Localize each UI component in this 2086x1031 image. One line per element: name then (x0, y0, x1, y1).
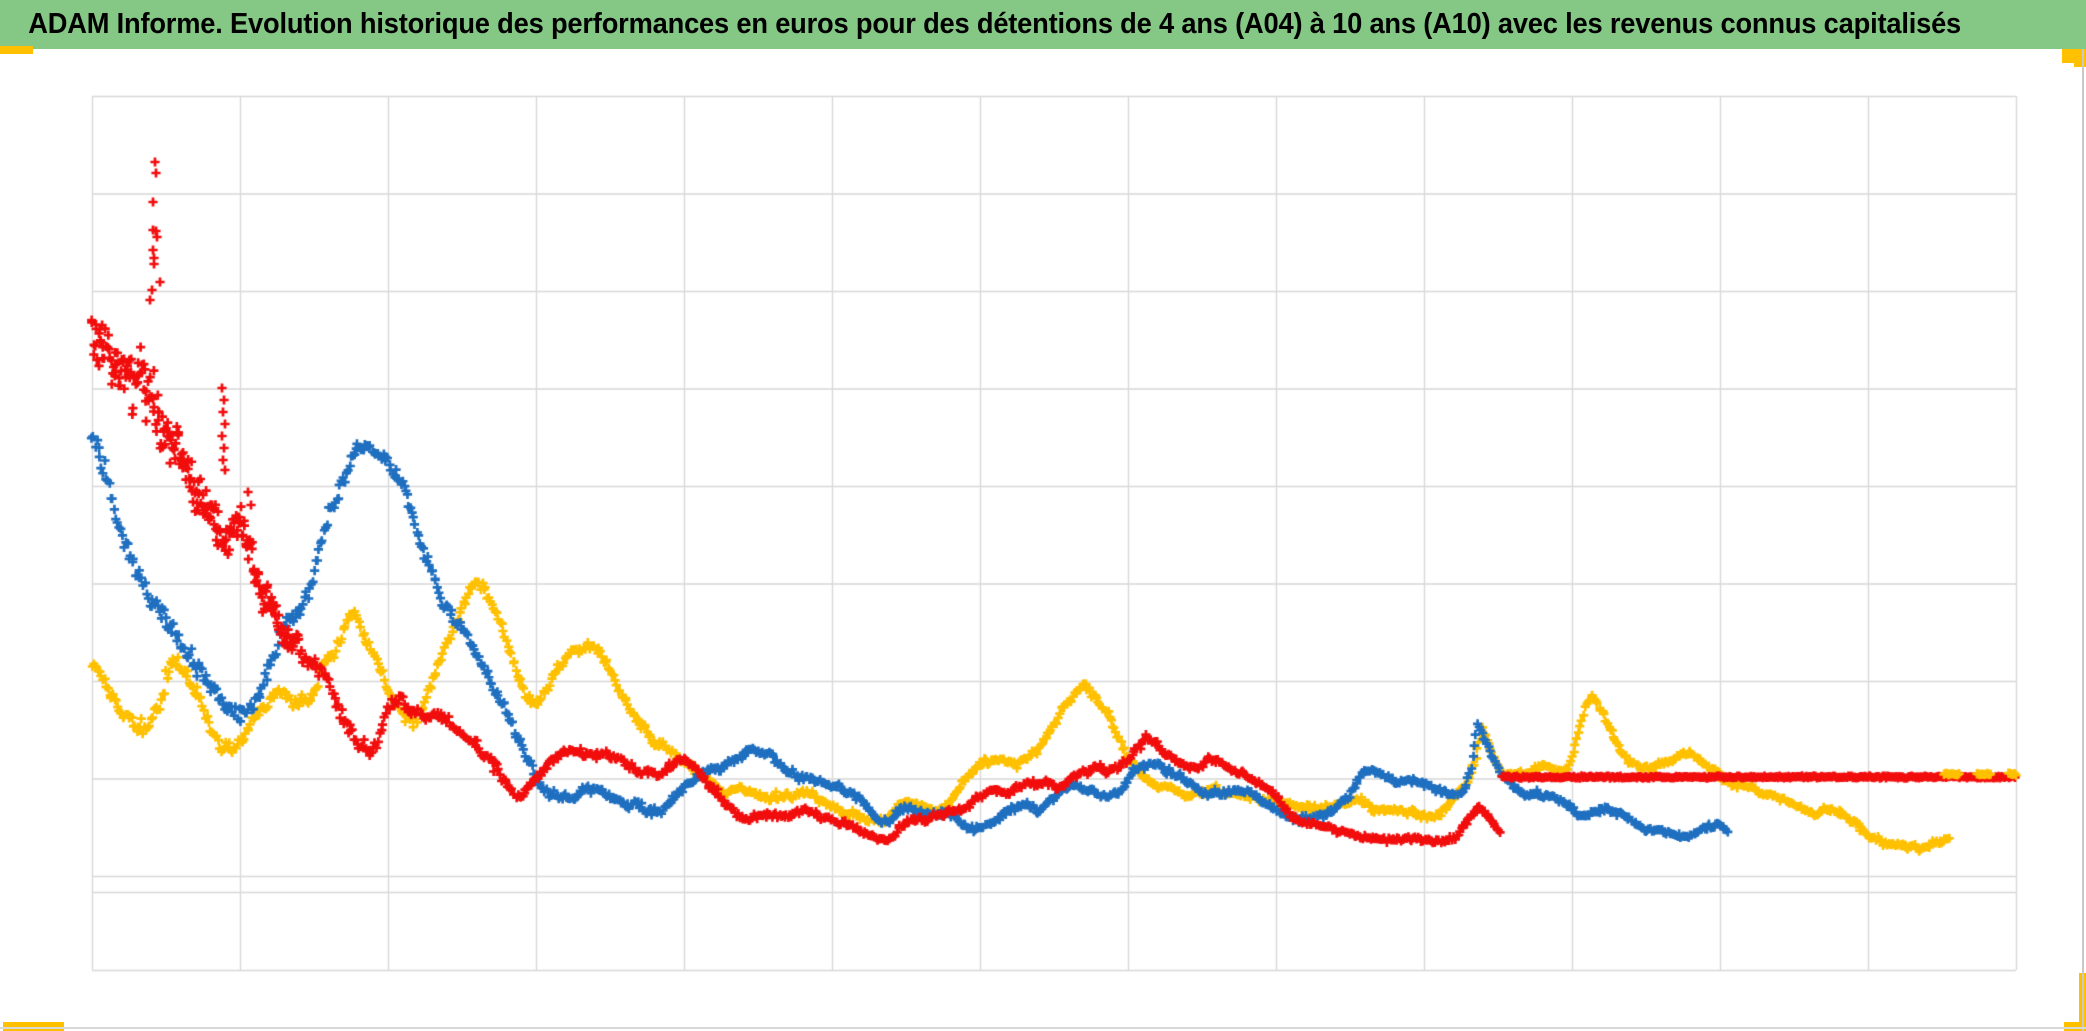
slide-right-edge-line (2082, 49, 2084, 1031)
gold-accent-bottom-left (3, 1022, 64, 1031)
gold-accent-bottom-right (2064, 1022, 2086, 1031)
slide-bottom-edge-line (0, 1027, 2086, 1029)
gold-accent-top-right-tail (2074, 49, 2086, 67)
gold-accent-top-left (0, 46, 33, 54)
